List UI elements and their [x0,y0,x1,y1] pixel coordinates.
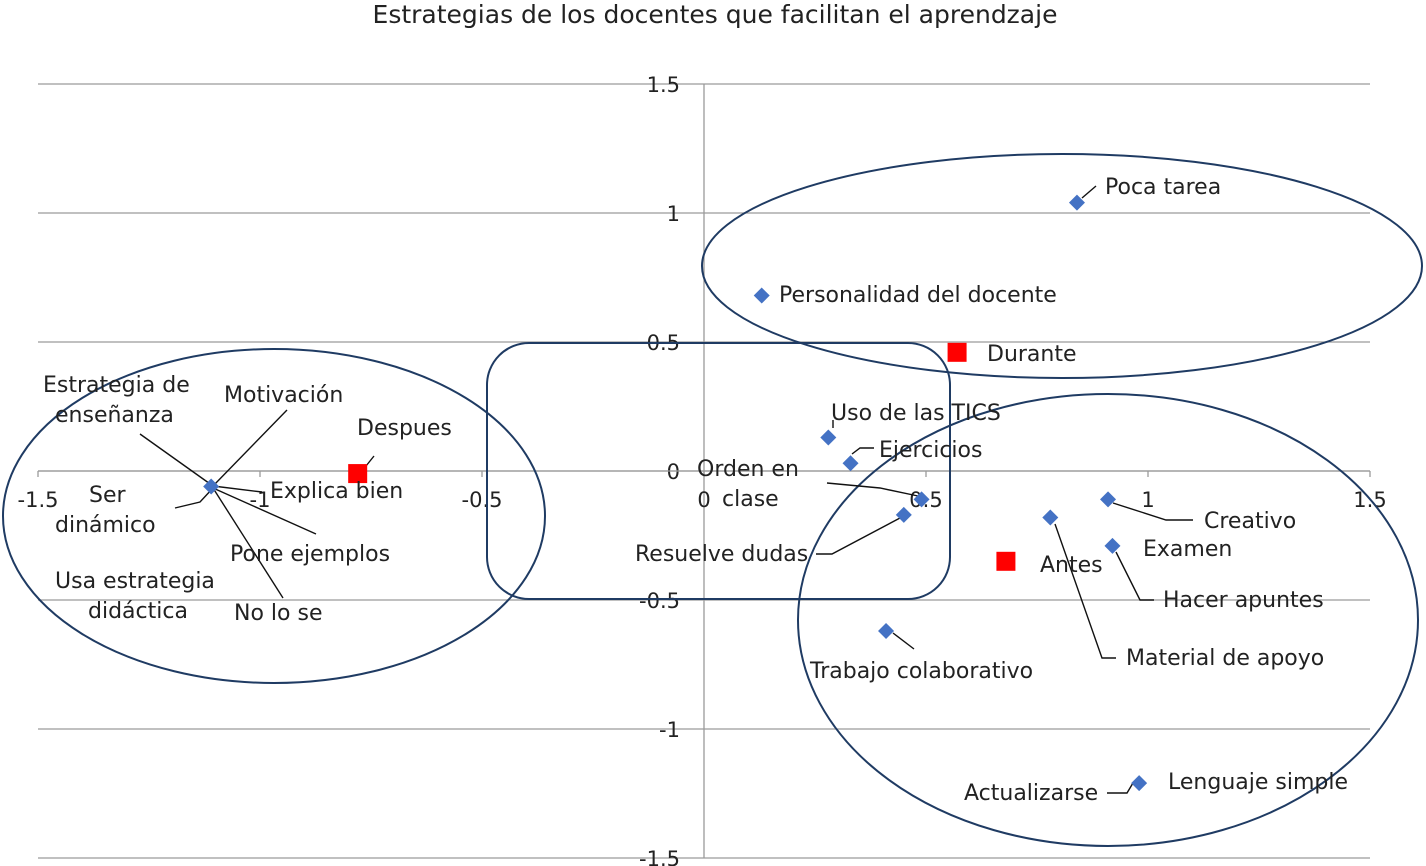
y-tick-label: 1.5 [647,73,680,97]
data-label: Estrategia de enseñanza [43,373,190,428]
data-point-diamond [1042,509,1059,526]
data-label: Uso de las TICS [831,401,1001,426]
data-label: Personalidad del docente [779,283,1057,308]
data-point-diamond [1100,491,1117,508]
leader-material [1054,523,1116,659]
data-label: Usa estrategia didáctica [55,569,215,624]
data-point-diamond [1068,194,1085,211]
leader-explica [212,485,263,493]
leader-motivacion [212,409,288,487]
y-tick-label: -0.5 [639,589,680,613]
x-tick-label: 1 [1141,488,1154,512]
data-markers [203,194,1148,792]
cluster-outline-bottom-right [797,393,1419,847]
leader-orden [826,482,919,497]
data-point-square [947,342,967,362]
data-point-square [996,551,1016,571]
leader-actualizarse [1107,782,1134,794]
data-label: Durante [987,342,1077,367]
data-point-diamond [895,506,912,523]
x-tick-label: 0 [697,488,710,512]
data-label: Ejercicios [879,438,982,463]
data-label: Material de apoyo [1126,646,1324,671]
leader-poca-tarea [1081,185,1097,199]
data-label: Antes [1040,553,1103,578]
data-label: Ser dinámico [55,483,156,538]
y-tick-label: -1 [659,718,680,742]
data-label: Resuelve dudas [635,542,808,567]
x-tick-label: -0.5 [462,488,503,512]
data-label: Creativo [1204,509,1296,534]
data-label: Motivación [224,383,343,408]
data-label: Hacer apuntes [1163,588,1324,613]
data-label: Trabajo colaborativo [809,659,1033,684]
data-point-diamond [878,622,895,639]
leader-trabajo [892,632,915,650]
leader-hacer [1115,551,1154,601]
data-label: Poca tarea [1105,175,1221,200]
y-tick-label: 0 [667,460,680,484]
leader-ser [174,487,214,509]
data-labels: Poca tarea Personalidad del docente Uso de… [43,175,1348,806]
data-point-diamond [203,478,220,495]
data-label: Orden en clase [697,457,799,512]
data-label: Pone ejemplos [230,542,390,567]
leader-pone [212,487,317,535]
cluster-outlines [2,153,1423,847]
data-label: No lo se [234,601,322,626]
data-point-diamond [913,491,930,508]
leader-resuelve [816,517,901,555]
x-tick-label: -1.5 [18,488,59,512]
data-label: Lenguaje simple [1168,770,1348,795]
data-label: Despues [357,416,452,441]
cluster-outline-top-right [701,153,1423,379]
label-leader-lines [139,185,1193,794]
leader-ejercicios [851,447,874,455]
data-label: Explica bien [270,479,403,504]
data-label: Examen [1143,537,1232,562]
data-point-square [348,464,368,484]
leader-despues [365,455,375,467]
data-label: Actualizarse [964,781,1098,806]
data-point-diamond [1131,775,1148,792]
cluster-outline-left [2,348,546,684]
data-point-diamond [753,287,770,304]
data-point-diamond [820,429,837,446]
leader-estrategia [139,433,214,487]
y-tick-label: 1 [667,202,680,226]
cluster-outline-center [486,342,951,600]
data-point-diamond [842,455,859,472]
y-tick-label: -1.5 [639,847,680,866]
leader-no-lo-se [212,487,284,599]
data-point-diamond [1104,537,1121,554]
chart-title: Estrategias de los docentes que facilita… [373,0,1058,29]
leader-creativo [1112,502,1193,521]
